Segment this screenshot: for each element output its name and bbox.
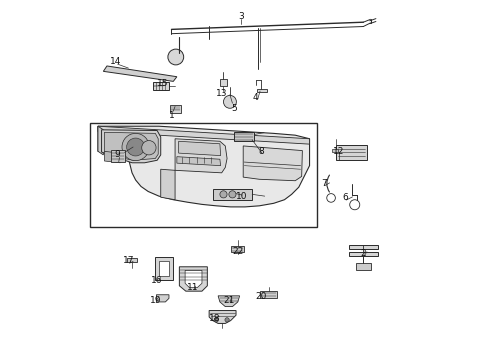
Text: 19: 19 (149, 296, 161, 305)
Text: 11: 11 (187, 283, 199, 292)
Text: 17: 17 (122, 256, 134, 265)
Text: 10: 10 (236, 192, 247, 201)
Polygon shape (104, 132, 158, 160)
Circle shape (142, 140, 156, 155)
Text: 12: 12 (333, 147, 344, 156)
Text: 3: 3 (239, 12, 245, 21)
Polygon shape (104, 151, 120, 163)
Polygon shape (185, 270, 202, 288)
Circle shape (168, 49, 184, 65)
Text: 2: 2 (361, 249, 366, 258)
Polygon shape (209, 311, 236, 323)
Text: 18: 18 (209, 314, 221, 323)
Text: 20: 20 (255, 292, 267, 301)
Polygon shape (98, 126, 103, 155)
Polygon shape (260, 291, 276, 298)
Polygon shape (126, 258, 137, 262)
Text: 8: 8 (258, 147, 264, 156)
Polygon shape (161, 169, 175, 200)
Text: 21: 21 (223, 296, 235, 305)
Text: 4: 4 (253, 93, 259, 102)
Polygon shape (337, 145, 367, 159)
Polygon shape (103, 66, 177, 81)
Polygon shape (218, 296, 240, 307)
Text: 22: 22 (232, 247, 244, 256)
Polygon shape (243, 146, 302, 181)
Text: 14: 14 (110, 57, 122, 66)
Polygon shape (349, 245, 378, 249)
Polygon shape (171, 105, 181, 113)
Circle shape (220, 191, 227, 198)
Text: 6: 6 (343, 193, 348, 202)
Text: 15: 15 (157, 79, 168, 88)
Circle shape (126, 138, 145, 156)
Polygon shape (156, 295, 169, 302)
Polygon shape (98, 126, 310, 207)
Polygon shape (177, 157, 220, 166)
Polygon shape (153, 82, 169, 90)
Polygon shape (220, 79, 227, 86)
Polygon shape (332, 149, 338, 152)
Polygon shape (101, 130, 161, 163)
Circle shape (214, 318, 219, 322)
Polygon shape (175, 139, 227, 173)
Circle shape (229, 191, 236, 198)
Polygon shape (213, 189, 252, 200)
Polygon shape (111, 150, 124, 162)
Circle shape (225, 318, 229, 322)
Circle shape (122, 134, 149, 161)
Text: 1: 1 (169, 111, 174, 120)
Circle shape (223, 95, 236, 108)
Text: 7: 7 (321, 179, 327, 188)
Polygon shape (349, 252, 378, 256)
Polygon shape (231, 246, 245, 252)
Polygon shape (155, 257, 173, 280)
Text: 9: 9 (115, 150, 121, 159)
Text: 13: 13 (216, 89, 227, 98)
Text: 5: 5 (231, 104, 237, 113)
Polygon shape (179, 141, 220, 156)
Polygon shape (159, 261, 170, 276)
Polygon shape (179, 267, 207, 291)
Polygon shape (98, 126, 310, 144)
Polygon shape (234, 132, 254, 141)
Polygon shape (356, 263, 370, 270)
Polygon shape (257, 89, 267, 92)
Text: 16: 16 (151, 276, 163, 285)
Bar (90, 123, 317, 226)
